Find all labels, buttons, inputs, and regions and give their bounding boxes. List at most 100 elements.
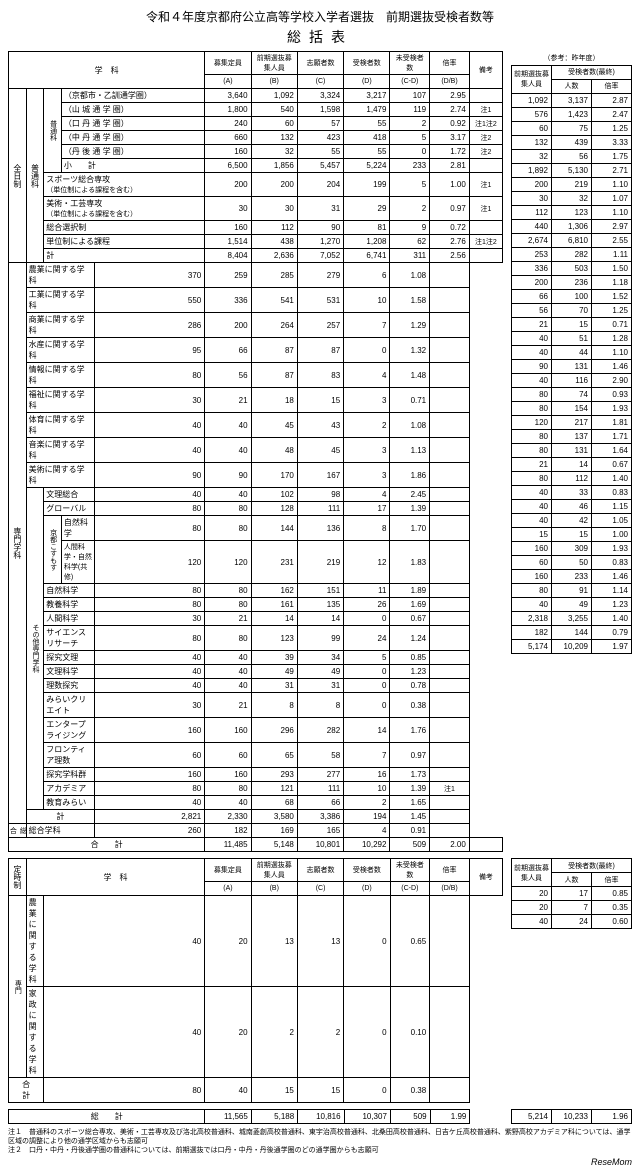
table-row: 工業に関する学科550336541531101.58 — [9, 288, 503, 313]
table-row: 人間科学・自然科学(共修)120120231219121.83 — [9, 541, 503, 584]
ref-title: （参考：昨年度） — [512, 51, 632, 65]
ref-row: 32561.75 — [512, 149, 632, 163]
row-label: 単位制による課程 — [44, 235, 205, 249]
table-row: （口 丹 通 学 圏）24060575520.92注1注2 — [9, 117, 503, 131]
notes: 注１ 普通科のスポーツ総合専攻、美術・工芸専攻及び洛北高校普通科、城南菱創高校普… — [8, 1128, 632, 1155]
sokei-row: 総 計 11,565 5,188 10,816 10,307 509 1.99 — [9, 1110, 504, 1124]
row-label: （口 丹 通 学 圏） — [61, 117, 204, 131]
row-label: 情報に関する学科 — [26, 363, 94, 388]
teiji-ref-table: 前期選抜募集人員 受検者数(最終) 人数 倍率 20170.852070.354… — [511, 858, 632, 929]
row-label: （山 城 通 学 圏） — [61, 103, 204, 117]
row-label: 総合選択制 — [44, 221, 205, 235]
ref-row: 2,3183,2551.40 — [512, 611, 632, 625]
ref-row: 21140.67 — [512, 457, 632, 471]
row-label: グローバル — [44, 502, 95, 516]
ref-row: 56701.25 — [512, 303, 632, 317]
row-label: 体育に関する学科 — [26, 413, 94, 438]
table-row: 理数探究4040313100.78 — [9, 679, 503, 693]
sonota-label: その他専門学科 — [26, 488, 44, 810]
ref-row: 30321.07 — [512, 191, 632, 205]
ref-row: 80740.93 — [512, 387, 632, 401]
main-table: 学 科 募集定員 前期選抜募集人員 志願者数 受検者数 未受検者数 倍率 備考 … — [8, 51, 503, 852]
senmon-label: 専門学科 — [9, 263, 27, 824]
col-shigan: 志願者数 — [297, 52, 343, 75]
row-label: 計 — [44, 249, 205, 263]
table-row: その他専門学科文理総合40401029842.45 — [9, 488, 503, 502]
ref-row: 2070.35 — [511, 901, 631, 915]
ref-row: 2532821.11 — [512, 247, 632, 261]
table-row: エンタープライジング160160296282141.76 — [9, 718, 503, 743]
ref-row: 60751.25 — [512, 121, 632, 135]
ref-row: 3365031.50 — [512, 261, 632, 275]
ref-row: 1324393.33 — [512, 135, 632, 149]
table-row: 計8,4042,6367,0526,7413112.56 — [9, 249, 503, 263]
row-label: 探究学科群 — [44, 768, 95, 782]
ref-row: 40491.23 — [512, 597, 632, 611]
row-label: 自然科学 — [44, 584, 95, 598]
row-label: エンタープライジング — [44, 718, 95, 743]
futsu-label: 普通科 — [26, 89, 44, 263]
ref-row: 1,0923,1372.87 — [512, 93, 632, 107]
table-row: スポーツ総合専攻（単位制による課程を含む）20020020419951.00注1 — [9, 173, 503, 197]
resemom-logo: ReseMom — [8, 1157, 632, 1167]
ref-row: 2,6746,8102.55 — [512, 233, 632, 247]
kosmos-label: 京都こすもす — [44, 516, 62, 584]
table-row: 教養科学8080161135261.69 — [9, 598, 503, 612]
sokei-table: 総 計 11,565 5,188 10,816 10,307 509 1.99 — [8, 1109, 503, 1124]
table-row: グローバル8080128111171.39 — [9, 502, 503, 516]
table-row: 総合選択制160112908190.72 — [9, 221, 503, 235]
row-label: （中 丹 通 学 圏） — [61, 131, 204, 145]
table-row: 探究学科群160160293277161.73 — [9, 768, 503, 782]
ref-row: 40461.15 — [512, 499, 632, 513]
gokei-row: 合 計11,4855,14810,80110,2925092.00 — [9, 838, 503, 852]
sokei-ref-table: 5,214 10,233 1.96 — [511, 1109, 632, 1124]
row-label: 農業に関する学科 — [26, 263, 94, 288]
table-row: 福祉に関する学科3021181530.71 — [9, 388, 503, 413]
table-row: 小 計6,5001,8565,4575,2242332.81 — [9, 159, 503, 173]
table-row: （山 城 通 学 圏）1,8005401,5981,4791192.74注1 — [9, 103, 503, 117]
row-label: （京都市・乙訓通学圏） — [61, 89, 204, 103]
ref-row: 401162.90 — [512, 373, 632, 387]
teiji-table: 定時制 学 科 募集定員 前期選抜募集人員 志願者数 受検者数 未受検者数 倍率… — [8, 858, 503, 1103]
table-row: 水産に関する学科9566878701.32 — [9, 338, 503, 363]
row-label: フロンティア理数 — [44, 743, 95, 768]
row-label: 水産に関する学科 — [26, 338, 94, 363]
ref-row: 801311.64 — [512, 443, 632, 457]
table-row: 教育みらい4040686621.65 — [9, 796, 503, 810]
teiji-senmon-label: 専門 — [9, 896, 27, 1078]
table-row: 専門農業に関する学科4020131300.65 — [9, 896, 503, 987]
table-row: フロンティア理数6060655870.97 — [9, 743, 503, 768]
col-juken: 受検者数 — [344, 52, 390, 75]
ref-zenki: 前期選抜募集人員 — [512, 65, 552, 93]
ref-row: 1603091.93 — [512, 541, 632, 555]
row-label: 探究文理 — [44, 651, 95, 665]
row-label: 文理総合 — [44, 488, 95, 502]
ref-row: 5,17410,2091.97 — [512, 639, 632, 653]
row-label: 美術に関する学科 — [26, 463, 94, 488]
ref-row: 1,8925,1302.71 — [512, 163, 632, 177]
col-zenki: 前期選抜募集人員 — [251, 52, 297, 75]
table-row: 専門学科農業に関する学科37025928527961.08 — [9, 263, 503, 288]
ref-juken: 受検者数(最終) — [552, 65, 632, 79]
ref-row: 40511.28 — [512, 331, 632, 345]
table-row: 商業に関する学科28620026425771.29 — [9, 313, 503, 338]
ref-table: （参考：昨年度） 前期選抜募集人員 受検者数(最終) 人数 倍率 1,0923,… — [511, 51, 632, 654]
table-row: アカデミア8080121111101.39注1 — [9, 782, 503, 796]
ref-row: 1121231.10 — [512, 205, 632, 219]
table-row: 人間科学3021141400.67 — [9, 612, 503, 626]
row-label: 教育みらい — [44, 796, 95, 810]
row-label: スポーツ総合専攻（単位制による課程を含む） — [44, 173, 205, 197]
table-row: 美術に関する学科909017016731.86 — [9, 463, 503, 488]
ref-row: 4401,3062.97 — [512, 219, 632, 233]
ref-row: 801371.71 — [512, 429, 632, 443]
row-label: 工業に関する学科 — [26, 288, 94, 313]
ref-row: 661001.52 — [512, 289, 632, 303]
row-label: 文理科学 — [44, 665, 95, 679]
row-label: 人間科学 — [44, 612, 95, 626]
col-misaku: 未受検者数 — [390, 52, 430, 75]
table-row: 情報に関する学科8056878341.48 — [9, 363, 503, 388]
row-label: 福祉に関する学科 — [26, 388, 94, 413]
note-1: 注１ 普通科のスポーツ総合専攻、美術・工芸専攻及び洛北高校普通科、城南菱創高校普… — [8, 1128, 632, 1146]
ref-row: 40421.05 — [512, 513, 632, 527]
table-row: 体育に関する学科4040454321.08 — [9, 413, 503, 438]
